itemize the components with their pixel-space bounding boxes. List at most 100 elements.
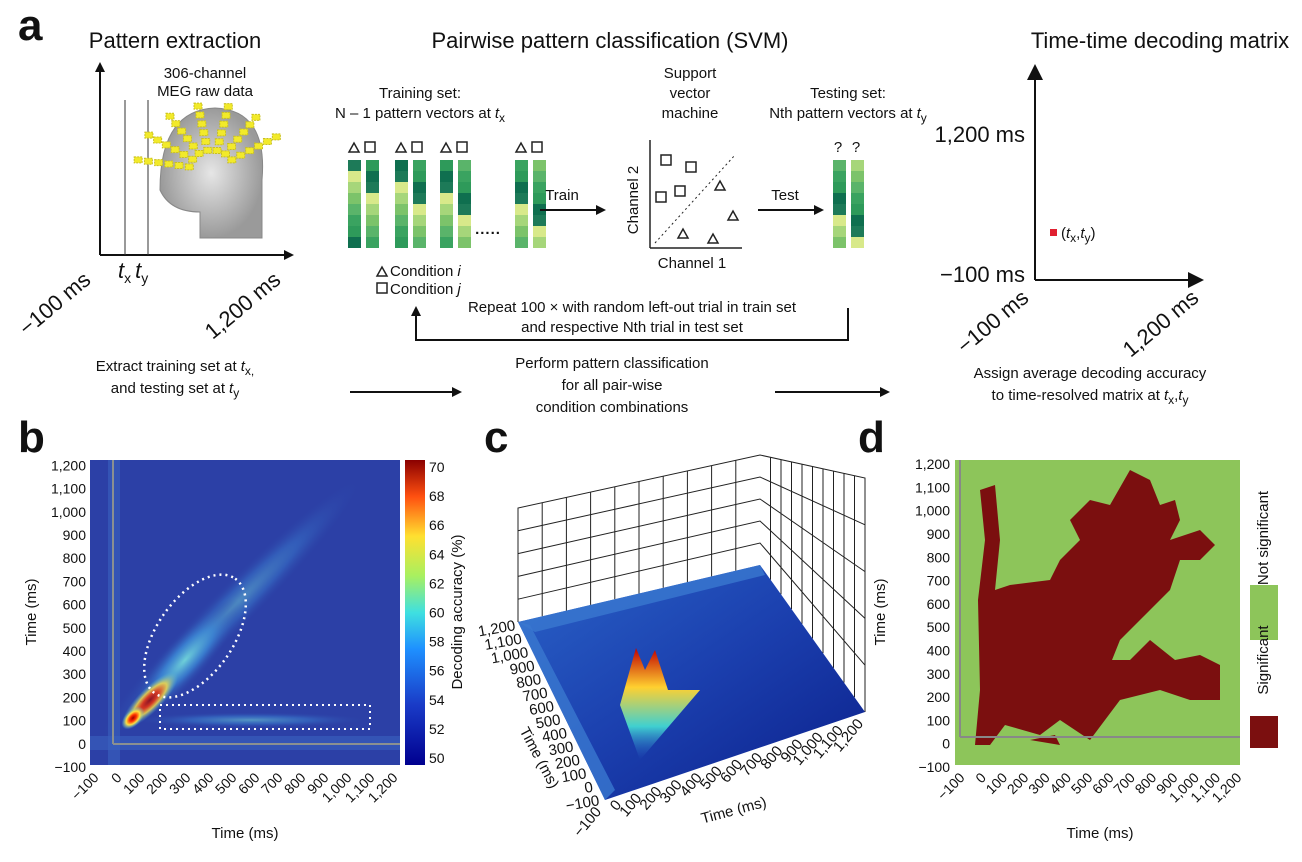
grid-line [517, 476, 866, 532]
vector-cell [851, 215, 864, 226]
vector-cell [533, 171, 546, 182]
y-tick-label: 800 [515, 671, 543, 692]
sensor [177, 127, 187, 135]
unknown-mark: ? [834, 139, 842, 156]
sensor [171, 120, 181, 128]
sensor [271, 133, 281, 141]
vector-cell [533, 226, 546, 237]
test-text: Test [771, 187, 799, 204]
vector-cell [395, 204, 408, 215]
y-tick-label: 300 [547, 738, 575, 759]
colorbar-tick-label: 66 [429, 517, 445, 533]
y-tick-label: 700 [927, 573, 951, 589]
vector-cell [515, 160, 528, 171]
testing-text: Testing set: [810, 85, 886, 102]
colorbar-tick-label: 50 [429, 750, 445, 766]
sensor [254, 142, 264, 150]
axis-label: −100 ms [952, 285, 1033, 359]
x-tick-label: 400 [189, 769, 217, 797]
matrix-axes [1027, 64, 1204, 288]
axis-title: Time (ms) [212, 825, 279, 842]
meg-text: 306-channel [164, 65, 247, 82]
point-marker [1050, 229, 1057, 236]
colorbar-tick-label: 64 [429, 546, 445, 562]
sensor [201, 138, 211, 146]
vector-cell [366, 204, 379, 215]
y-tick-label: 700 [521, 685, 549, 706]
training-text: N – 1 pattern vectors at tx [335, 105, 505, 125]
sensor [195, 111, 205, 119]
axis-label: 1,200 ms [200, 267, 285, 344]
vector-cell [413, 204, 426, 215]
sensor [199, 129, 209, 137]
vector-cell [440, 215, 453, 226]
y-tick-label: 600 [927, 596, 951, 612]
sensor [133, 156, 143, 164]
legend-label: Significant [1255, 625, 1272, 695]
time-label: tx ty [118, 258, 148, 286]
panel-label: d [858, 413, 885, 462]
axis-label: 1,200 ms [935, 122, 1026, 147]
vector-cell [851, 182, 864, 193]
legend-label: Not significant [1255, 490, 1272, 585]
vector-cell [413, 160, 426, 171]
sensor [194, 149, 204, 157]
train-text: Train [545, 187, 579, 204]
sensor [212, 146, 222, 154]
vector-cell [413, 182, 426, 193]
y-tick-label: 800 [63, 550, 87, 566]
vector-cell [533, 204, 546, 215]
vector-cell [395, 226, 408, 237]
vector-cell [395, 171, 408, 182]
vector-cell [395, 237, 408, 248]
x-tick-label: 600 [235, 769, 263, 797]
panel-label: a [18, 1, 43, 50]
panel-label: b [18, 413, 45, 462]
vector-cell [413, 237, 426, 248]
sensor [236, 151, 246, 159]
colorbar-tick-label: 70 [429, 459, 445, 475]
extract-axes [95, 62, 294, 260]
surface-plot [517, 454, 866, 712]
y-tick-label: 100 [927, 712, 951, 728]
sensor [197, 120, 207, 128]
condition-legend [375, 265, 389, 294]
sensor [193, 102, 203, 110]
vector-cell [440, 237, 453, 248]
vector-cell [533, 160, 546, 171]
sensor [154, 159, 164, 167]
heatmap [90, 460, 400, 765]
sensor [165, 112, 175, 120]
vector-cell [458, 160, 471, 171]
axis-title: Time (ms) [872, 579, 889, 646]
y-tick-label: 1,000 [51, 504, 86, 520]
y-tick-label: 900 [63, 527, 87, 543]
y-tick-label: 1,200 [51, 457, 86, 473]
condition-icon [456, 141, 468, 153]
y-tick-label: 1,200 [477, 617, 517, 640]
vector-cell [533, 193, 546, 204]
vector-cell [413, 193, 426, 204]
sensor [170, 146, 180, 154]
y-tick-label: −100 [918, 759, 950, 775]
y-tick-label: 600 [528, 698, 556, 719]
y-tick-label: 1,100 [51, 481, 86, 497]
step-text: Perform pattern classification [515, 355, 708, 372]
colorbar [405, 460, 425, 765]
y-tick-label: 700 [63, 573, 87, 589]
sensor [182, 135, 192, 143]
point-label: (tx,ty) [1061, 225, 1096, 245]
vector-cell [395, 215, 408, 226]
y-tick-label: 1,000 [490, 644, 530, 667]
vector-cell [413, 226, 426, 237]
step-text: and testing set at ty [111, 380, 239, 400]
vector-cell [533, 215, 546, 226]
colorbar-tick-label: 56 [429, 663, 445, 679]
y-tick-label: 0 [78, 736, 86, 752]
vector-cell [348, 226, 361, 237]
vector-cell [366, 237, 379, 248]
y-tick-label: 100 [63, 713, 87, 729]
section-title: Time-time decoding matrix [1031, 28, 1289, 53]
vector-cell [348, 204, 361, 215]
y-tick-label: 500 [927, 619, 951, 635]
